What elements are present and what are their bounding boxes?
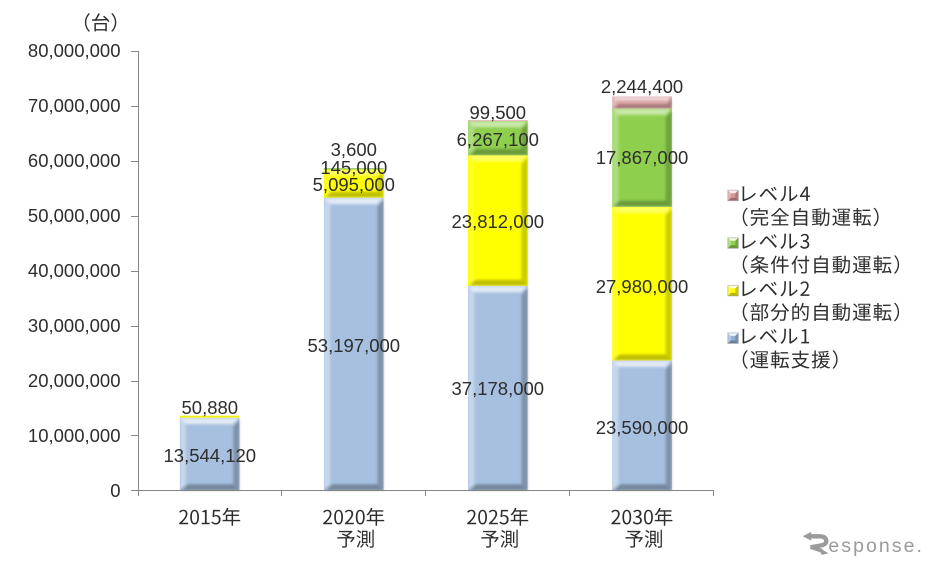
svg-text:esponse.: esponse. <box>828 535 924 557</box>
